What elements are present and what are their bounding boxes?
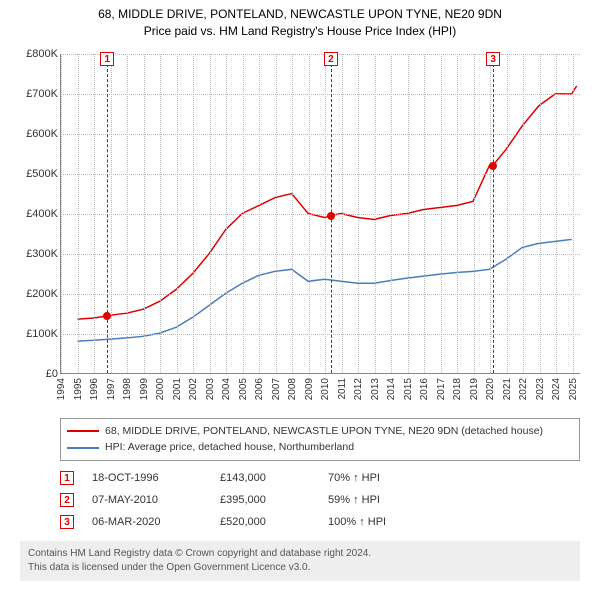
- legend-row: HPI: Average price, detached house, Nort…: [67, 439, 573, 456]
- gridline-v: [375, 54, 376, 373]
- event-row: 3 06-MAR-2020 £520,000 100% ↑ HPI: [60, 511, 580, 533]
- gridline-v: [78, 54, 79, 373]
- gridline-v: [243, 54, 244, 373]
- sale-marker-line: [493, 54, 494, 373]
- gridline-v: [127, 54, 128, 373]
- attribution-footer: Contains HM Land Registry data © Crown c…: [20, 541, 580, 581]
- event-row: 2 07-MAY-2010 £395,000 59% ↑ HPI: [60, 489, 580, 511]
- gridline-v: [292, 54, 293, 373]
- event-badge: 2: [60, 493, 74, 507]
- gridline-v: [408, 54, 409, 373]
- ytick-label: £500K: [10, 168, 58, 180]
- gridline-v: [523, 54, 524, 373]
- sale-marker-badge: 3: [486, 52, 500, 66]
- chart-title-line1: 68, MIDDLE DRIVE, PONTELAND, NEWCASTLE U…: [10, 6, 590, 23]
- event-price: £143,000: [220, 472, 310, 484]
- gridline-v: [342, 54, 343, 373]
- footer-line2: This data is licensed under the Open Gov…: [28, 561, 572, 575]
- sale-point-dot: [103, 312, 111, 320]
- chart-title-line2: Price paid vs. HM Land Registry's House …: [10, 23, 590, 40]
- ytick-label: £200K: [10, 288, 58, 300]
- gridline-v: [424, 54, 425, 373]
- event-row: 1 18-OCT-1996 £143,000 70% ↑ HPI: [60, 467, 580, 489]
- footer-line1: Contains HM Land Registry data © Crown c…: [28, 547, 572, 561]
- event-delta: 59% ↑ HPI: [328, 494, 380, 506]
- event-date: 18-OCT-1996: [92, 472, 202, 484]
- gridline-h: [61, 334, 580, 335]
- gridline-h: [61, 254, 580, 255]
- chart-container: 68, MIDDLE DRIVE, PONTELAND, NEWCASTLE U…: [0, 0, 600, 590]
- event-date: 07-MAY-2010: [92, 494, 202, 506]
- gridline-h: [61, 294, 580, 295]
- gridline-h: [61, 134, 580, 135]
- gridline-v: [441, 54, 442, 373]
- chart-title: 68, MIDDLE DRIVE, PONTELAND, NEWCASTLE U…: [10, 6, 590, 40]
- event-badge: 3: [60, 515, 74, 529]
- gridline-v: [276, 54, 277, 373]
- legend: 68, MIDDLE DRIVE, PONTELAND, NEWCASTLE U…: [60, 418, 580, 462]
- ytick-label: £0: [10, 368, 58, 380]
- gridline-v: [94, 54, 95, 373]
- gridline-v: [325, 54, 326, 373]
- event-price: £395,000: [220, 494, 310, 506]
- gridline-v: [61, 54, 62, 373]
- gridline-v: [573, 54, 574, 373]
- gridline-v: [210, 54, 211, 373]
- sale-events-table: 1 18-OCT-1996 £143,000 70% ↑ HPI 2 07-MAY-201…: [60, 467, 580, 533]
- gridline-v: [457, 54, 458, 373]
- legend-label: 68, MIDDLE DRIVE, PONTELAND, NEWCASTLE U…: [105, 423, 543, 440]
- legend-swatch: [67, 430, 99, 432]
- sale-marker-badge: 1: [100, 52, 114, 66]
- chart-area: £0 £100K £200K £300K £400K £500K £600K £700K £80…: [10, 44, 590, 414]
- ytick-label: £400K: [10, 208, 58, 220]
- ytick-label: £600K: [10, 128, 58, 140]
- xtick-label: 2025: [568, 378, 600, 400]
- event-delta: 70% ↑ HPI: [328, 472, 380, 484]
- sale-point-dot: [489, 162, 497, 170]
- ytick-label: £300K: [10, 248, 58, 260]
- plot-area: 1 2 3: [60, 54, 580, 374]
- gridline-v: [111, 54, 112, 373]
- gridline-v: [507, 54, 508, 373]
- gridline-v: [144, 54, 145, 373]
- gridline-v: [556, 54, 557, 373]
- gridline-v: [540, 54, 541, 373]
- legend-row: 68, MIDDLE DRIVE, PONTELAND, NEWCASTLE U…: [67, 423, 573, 440]
- gridline-v: [391, 54, 392, 373]
- series-line: [77, 85, 576, 318]
- ytick-label: £700K: [10, 88, 58, 100]
- sale-point-dot: [327, 212, 335, 220]
- event-delta: 100% ↑ HPI: [328, 516, 386, 528]
- gridline-v: [193, 54, 194, 373]
- sale-marker-badge: 2: [324, 52, 338, 66]
- legend-label: HPI: Average price, detached house, Nort…: [105, 439, 354, 456]
- gridline-v: [259, 54, 260, 373]
- gridline-v: [177, 54, 178, 373]
- gridline-h: [61, 174, 580, 175]
- event-date: 06-MAR-2020: [92, 516, 202, 528]
- gridline-v: [358, 54, 359, 373]
- gridline-h: [61, 94, 580, 95]
- event-price: £520,000: [220, 516, 310, 528]
- gridline-v: [309, 54, 310, 373]
- gridline-v: [474, 54, 475, 373]
- ytick-label: £800K: [10, 48, 58, 60]
- legend-swatch: [67, 447, 99, 449]
- gridline-v: [226, 54, 227, 373]
- x-axis-ticks: 1994199519961997199819992000200120022003…: [60, 374, 580, 414]
- gridline-h: [61, 214, 580, 215]
- sale-marker-line: [107, 54, 108, 373]
- gridline-v: [160, 54, 161, 373]
- ytick-label: £100K: [10, 328, 58, 340]
- gridline-v: [490, 54, 491, 373]
- gridline-h: [61, 54, 580, 55]
- event-badge: 1: [60, 471, 74, 485]
